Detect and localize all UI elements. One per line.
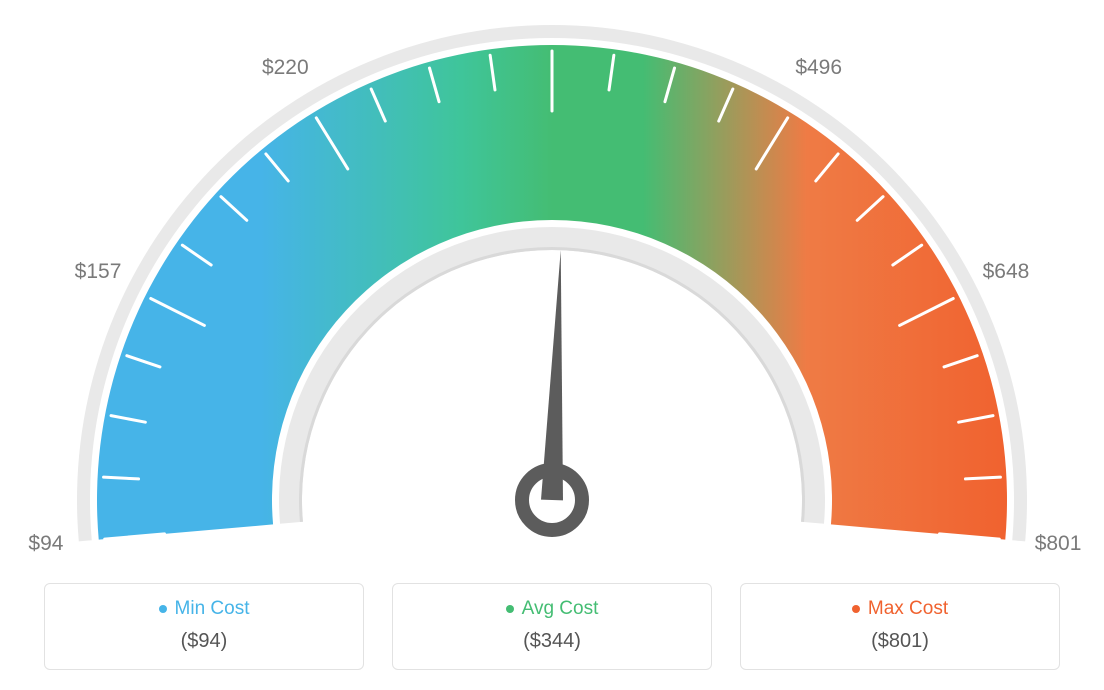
legend-label-min: Min Cost bbox=[175, 598, 250, 620]
legend-dot-max bbox=[852, 605, 860, 613]
gauge-tick-label: $157 bbox=[75, 260, 122, 284]
gauge-tick-label: $801 bbox=[1035, 532, 1082, 556]
legend-label-avg: Avg Cost bbox=[522, 598, 599, 620]
legend-value-min: ($94) bbox=[55, 630, 353, 653]
gauge-chart: $94 $157 $220 $344 $496 $648 $801 bbox=[0, 0, 1104, 560]
legend-card-min: Min Cost ($94) bbox=[44, 583, 364, 670]
gauge-svg bbox=[0, 0, 1104, 560]
legend-card-avg: Avg Cost ($344) bbox=[392, 583, 712, 670]
legend-title-avg: Avg Cost bbox=[506, 598, 599, 620]
gauge-tick-label: $496 bbox=[795, 56, 842, 80]
legend-dot-avg bbox=[506, 605, 514, 613]
legend-label-max: Max Cost bbox=[868, 598, 948, 620]
legend-value-avg: ($344) bbox=[403, 630, 701, 653]
legend-title-max: Max Cost bbox=[852, 598, 948, 620]
legend-title-min: Min Cost bbox=[159, 598, 250, 620]
gauge-tick-label: $344 bbox=[529, 0, 576, 4]
legend-value-max: ($801) bbox=[751, 630, 1049, 653]
gauge-tick-label: $220 bbox=[262, 56, 309, 80]
legend-row: Min Cost ($94) Avg Cost ($344) Max Cost … bbox=[0, 583, 1104, 670]
gauge-tick-label: $648 bbox=[983, 260, 1030, 284]
legend-card-max: Max Cost ($801) bbox=[740, 583, 1060, 670]
gauge-tick-label: $94 bbox=[28, 532, 63, 556]
legend-dot-min bbox=[159, 605, 167, 613]
